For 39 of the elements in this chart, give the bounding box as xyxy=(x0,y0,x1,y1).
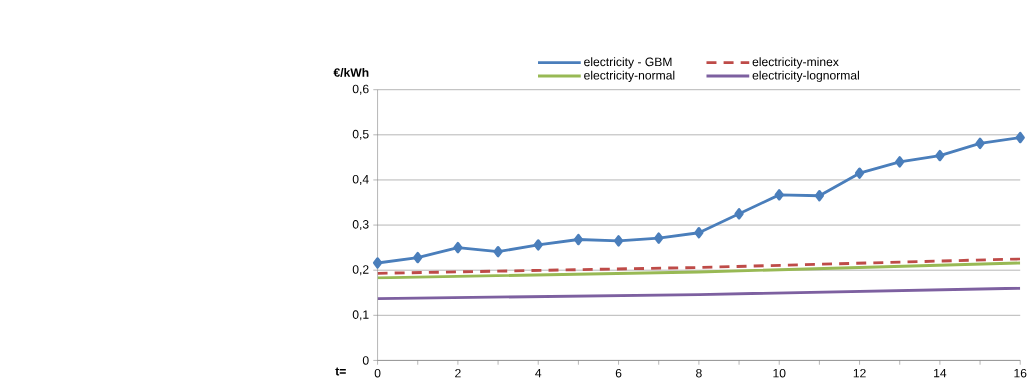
x-tick-label: 6 xyxy=(615,368,622,378)
point xyxy=(975,137,985,150)
y-tick-label: 0,6 xyxy=(352,84,369,95)
x-tick-label: 10 xyxy=(773,368,786,378)
y-axis-title: €/kWh xyxy=(333,67,369,77)
x-tick-label: 2 xyxy=(455,368,461,378)
point xyxy=(935,149,945,162)
x-tick-label: 0 xyxy=(374,368,381,378)
x-axis-title: t= xyxy=(335,367,346,376)
legend-label: electricity-lognormal xyxy=(752,70,859,82)
x-tick-label: 12 xyxy=(853,368,866,378)
point xyxy=(734,208,744,220)
legend-label: electricity-minex xyxy=(752,57,839,69)
y-tick-label: 0 xyxy=(362,356,369,365)
y-tick-label: 0,4 xyxy=(352,174,369,185)
point xyxy=(854,167,865,179)
x-tick-label: 16 xyxy=(1014,368,1027,378)
legend-label: electricity-normal xyxy=(584,70,675,82)
x-tick-label: 8 xyxy=(696,368,702,378)
y-tick-label: 0,5 xyxy=(352,129,369,140)
point xyxy=(573,233,584,246)
point xyxy=(613,235,624,247)
point xyxy=(413,251,423,264)
point xyxy=(694,226,704,239)
point xyxy=(493,245,503,258)
point xyxy=(533,239,543,251)
y-tick-label: 0,3 xyxy=(352,219,369,230)
legend-label: electricity - GBM xyxy=(584,57,672,69)
point xyxy=(372,257,383,269)
y-tick-label: 0,2 xyxy=(352,265,369,276)
x-tick-label: 14 xyxy=(934,368,947,378)
point xyxy=(814,189,825,202)
x-tick-label: 4 xyxy=(535,368,542,378)
y-tick-label: 0,1 xyxy=(352,310,369,321)
point xyxy=(895,156,905,168)
point xyxy=(774,189,784,201)
point xyxy=(654,232,664,244)
point xyxy=(1015,131,1025,144)
point xyxy=(453,241,463,254)
